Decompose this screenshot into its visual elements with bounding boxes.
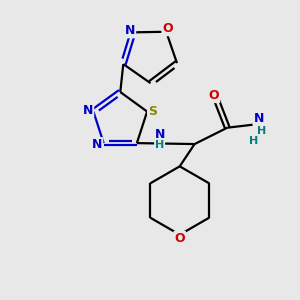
- Text: O: O: [174, 232, 185, 245]
- Text: H: H: [155, 140, 164, 150]
- Text: O: O: [208, 89, 219, 102]
- Text: N: N: [254, 112, 264, 125]
- Text: H: H: [257, 126, 267, 136]
- Text: S: S: [148, 105, 157, 118]
- Text: H: H: [249, 136, 259, 146]
- Text: N: N: [125, 24, 135, 38]
- Text: O: O: [162, 22, 173, 35]
- Text: N: N: [92, 138, 102, 151]
- Text: N: N: [83, 103, 93, 117]
- Text: N: N: [154, 128, 165, 140]
